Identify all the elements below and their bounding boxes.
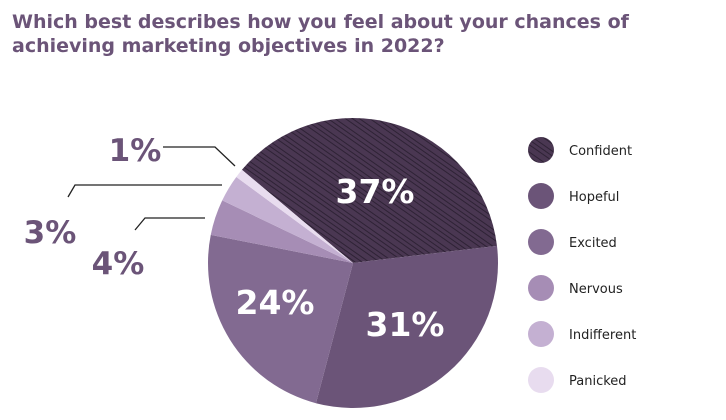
legend-swatch bbox=[528, 137, 554, 163]
data-label: 1% bbox=[109, 133, 162, 169]
leader-line bbox=[163, 146, 236, 167]
data-label: 3% bbox=[24, 215, 77, 251]
data-label: 37% bbox=[336, 172, 415, 211]
pie-slice-nervous bbox=[210, 200, 353, 263]
pie-slice-excited bbox=[208, 234, 353, 404]
pie-slice-confident bbox=[241, 117, 497, 263]
legend-label: Panicked bbox=[569, 374, 627, 389]
legend-swatch bbox=[528, 275, 554, 301]
pie-slice-panicked bbox=[236, 169, 353, 263]
leader-line bbox=[134, 217, 205, 231]
pie-slice-indifferent bbox=[222, 176, 353, 263]
legend-swatch bbox=[528, 321, 554, 347]
legend-swatch bbox=[528, 229, 554, 255]
chart-title: Which best describes how you feel about … bbox=[12, 11, 629, 57]
data-label: 4% bbox=[92, 246, 145, 282]
data-label: 31% bbox=[366, 305, 445, 344]
pie-slice-hopeful bbox=[315, 245, 498, 408]
legend-swatch bbox=[528, 367, 554, 393]
data-label: 24% bbox=[236, 283, 315, 322]
legend-label: Indifferent bbox=[569, 328, 636, 343]
legend-label: Excited bbox=[569, 236, 617, 251]
legend-label: Nervous bbox=[569, 282, 623, 297]
legend-label: Confident bbox=[569, 144, 632, 159]
legend-label: Hopeful bbox=[569, 190, 619, 205]
legend-swatch bbox=[528, 183, 554, 209]
leader-line bbox=[67, 184, 222, 198]
